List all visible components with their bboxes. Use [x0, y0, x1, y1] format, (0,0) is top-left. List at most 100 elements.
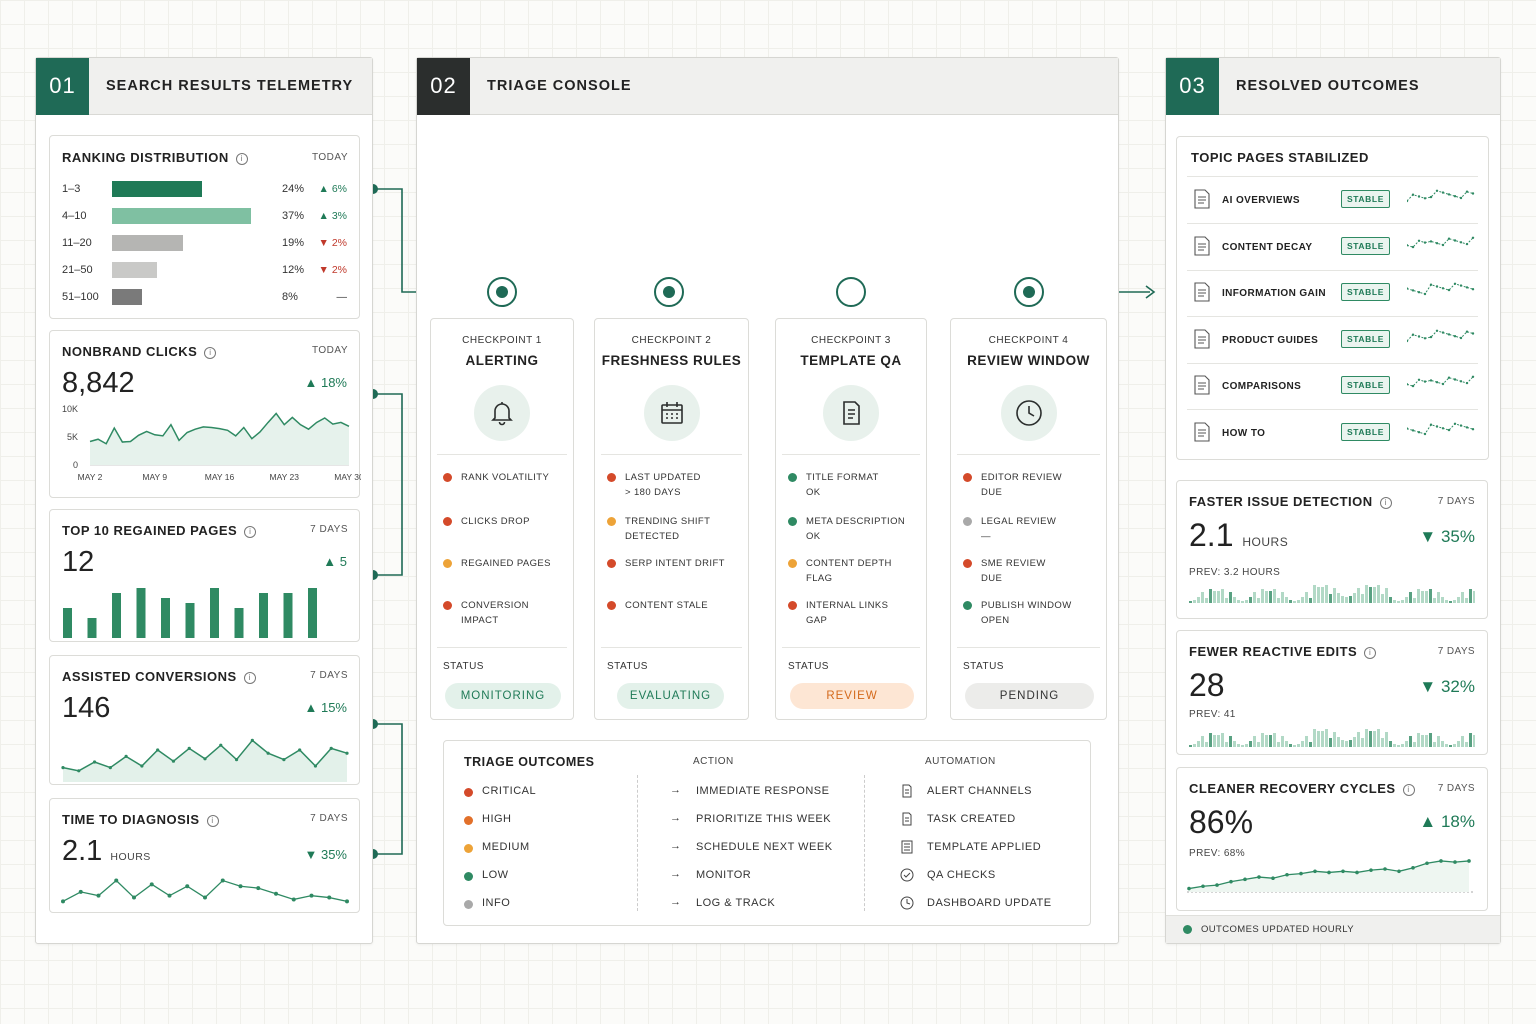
sparkline-bar [1397, 601, 1400, 603]
checkpoint-item-text: INTERNAL LINKS GAP [806, 600, 889, 626]
recovery-point [1467, 859, 1471, 863]
metric-value: 12 [62, 546, 95, 578]
sparkline-bar [1217, 591, 1220, 603]
sparkline-bar [1453, 600, 1456, 603]
triage-outcomes-card: TRIAGE OUTCOMES ACTION AUTOMATION CRITIC… [443, 740, 1091, 926]
resolved-outcomes-panel: 03 RESOLVED OUTCOMES TOPIC PAGES STABILIZ… [1165, 57, 1501, 944]
checkpoint-item-text: PUBLISH WINDOW OPEN [981, 600, 1072, 626]
divider [637, 775, 638, 911]
checkpoint-item-text: CONTENT DEPTH FLAG [806, 558, 892, 584]
checkpoint-name: TEMPLATE QA [800, 353, 902, 368]
ranking-row[interactable]: 1–3 24% ▲ 6% [62, 181, 347, 197]
severity-dot [963, 473, 972, 482]
checkpoint-label: CHECKPOINT 3 [811, 335, 891, 346]
checkpoint-item-text: LEGAL REVIEW — [981, 516, 1057, 542]
checkpoint-item: LEGAL REVIEW — [963, 514, 1100, 544]
info-icon[interactable]: i [1364, 647, 1377, 659]
checkpoint-item-text: EDITOR REVIEW DUE [981, 472, 1063, 498]
checkpoint-node[interactable] [654, 277, 684, 307]
topic-row[interactable]: PRODUCT GUIDES STABLE [1187, 317, 1478, 364]
recovery-point [1285, 872, 1289, 877]
regained-bar [283, 593, 293, 638]
metric-value: 86% [1189, 804, 1254, 840]
outcome-level: MEDIUM [464, 841, 530, 853]
assisted-conversions-card: ASSISTED CONVERSIONS i 7 DAYS 146 ▲ 15% [49, 655, 360, 785]
info-icon[interactable]: i [204, 347, 217, 359]
topic-row[interactable]: AI OVERVIEWS STABLE [1187, 177, 1478, 224]
assisted-point [77, 769, 81, 773]
checkpoint-card[interactable]: CHECKPOINT 3 TEMPLATE QA TITLE FORMAT OK ME… [775, 318, 927, 720]
checkpoint-card[interactable]: CHECKPOINT 4 REVIEW WINDOW EDITOR REVIEW D… [950, 318, 1107, 720]
assisted-point [250, 738, 254, 742]
diagnosis-point [309, 893, 314, 898]
topic-row[interactable]: COMPARISONS STABLE [1187, 363, 1478, 411]
sparkline-bar [1393, 600, 1396, 603]
status-pill[interactable]: PENDING [965, 683, 1094, 709]
card-title: RANKING DISTRIBUTION [62, 150, 229, 165]
info-icon[interactable]: i [244, 526, 257, 538]
recovery-point [1313, 869, 1317, 874]
ranking-row[interactable]: 11–20 19% ▼ 2% [62, 235, 347, 251]
sparkline-bar [1193, 600, 1196, 603]
sparkline-bar [1205, 742, 1208, 747]
checkpoint-node[interactable] [487, 277, 517, 307]
card-period: 7 DAYS [310, 813, 348, 824]
change-up: ▲ 18% [1419, 812, 1475, 831]
topic-sparkline [1407, 375, 1475, 388]
card-title: ASSISTED CONVERSIONS [62, 669, 237, 684]
info-icon[interactable]: i [1379, 497, 1392, 509]
checkpoint-node[interactable] [1014, 277, 1044, 307]
info-icon[interactable]: i [1402, 784, 1415, 796]
sparkline-bar [1285, 597, 1288, 603]
regained-bar [112, 593, 121, 638]
diagnosis-point [327, 895, 332, 900]
card-period: 7 DAYS [310, 524, 348, 535]
checkpoint-card[interactable]: CHECKPOINT 1 ALERTING RANK VOLATILITY CLICK… [430, 318, 574, 720]
sparkline-bar [1333, 732, 1336, 747]
diagnosis-point [132, 895, 136, 900]
assisted-point [108, 766, 112, 770]
stable-badge: STABLE [1341, 236, 1390, 255]
ranking-row[interactable]: 4–10 37% ▲ 3% [62, 208, 347, 224]
regained-bar-chart [63, 588, 317, 638]
diagnosis-line-chart [61, 878, 349, 904]
status-pill[interactable]: MONITORING [445, 683, 561, 709]
sparkline-bar [1289, 600, 1292, 603]
recovery-area [1189, 860, 1469, 892]
sparkline-bar [1425, 735, 1428, 747]
ranking-row[interactable]: 21–50 12% ▼ 2% [62, 262, 347, 278]
sparkline-bar [1261, 733, 1264, 747]
checkpoint-card[interactable]: CHECKPOINT 2 FRESHNESS RULES LAST UPDATED … [594, 318, 749, 720]
rank-change: ▼ 2% [319, 264, 348, 276]
sparkline-bar [1321, 587, 1324, 603]
assisted-area [63, 740, 347, 782]
metric-value: 2.1 [62, 835, 103, 867]
outcome-action-text: LOG & TRACK [696, 897, 776, 909]
recovery-point [1257, 875, 1261, 879]
diagnosis-point [167, 893, 172, 898]
status-pill[interactable]: REVIEW [790, 683, 914, 709]
change-down: ▼ 32% [1419, 677, 1475, 696]
diagnosis-point [345, 899, 349, 904]
sparkline-bar [1237, 600, 1240, 603]
arrow-up-icon: ▲ [304, 700, 321, 715]
topic-row[interactable]: CONTENT DECAY STABLE [1187, 224, 1478, 271]
recovery-point [1425, 861, 1429, 866]
topic-row[interactable]: HOW TO STABLE [1187, 410, 1478, 457]
topic-row[interactable]: INFORMATION GAIN STABLE [1187, 270, 1478, 318]
divider [957, 647, 1100, 648]
sparkline-bar [1305, 736, 1308, 747]
info-icon[interactable]: i [235, 153, 248, 165]
outcome-action: → IMMEDIATE RESPONSE [670, 784, 829, 797]
ranking-row[interactable]: 51–100 8% — [62, 289, 347, 305]
arrow-down-icon: ▼ [318, 237, 332, 249]
metric-value: 8,842 [62, 367, 135, 399]
info-icon[interactable]: i [206, 815, 219, 827]
card-period: 7 DAYS [1437, 783, 1475, 794]
checkpoint-name: ALERTING [465, 353, 539, 368]
diagnosis-point [61, 899, 65, 904]
sparkline-bar [1253, 736, 1256, 747]
status-pill[interactable]: EVALUATING [617, 683, 724, 709]
checkpoint-node[interactable] [836, 277, 866, 307]
info-icon[interactable]: i [243, 672, 256, 684]
